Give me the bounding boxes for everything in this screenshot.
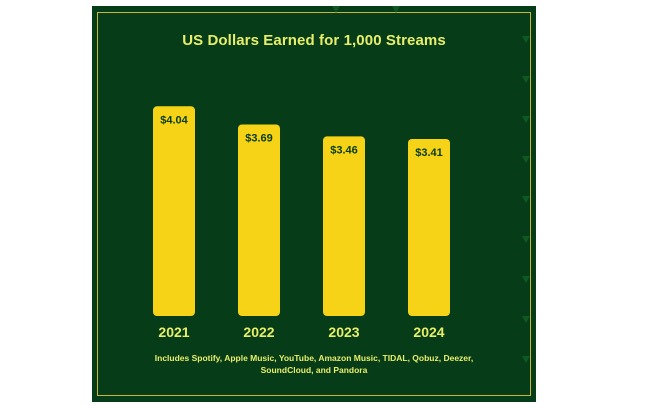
- decorative-triangle: [522, 116, 530, 123]
- decorative-triangle: [522, 356, 530, 363]
- decorative-triangle: [522, 316, 530, 323]
- x-tick-label-2022: 2022: [243, 324, 274, 340]
- bar-2021: [153, 106, 195, 316]
- value-label-2024: $3.41: [415, 147, 443, 159]
- decorative-triangle: [522, 156, 530, 163]
- bar-chart: $4.04 2021 $3.69 2022 $3.46 2023 $3.41 2024: [153, 106, 450, 340]
- value-label-2021: $4.04: [160, 114, 188, 126]
- x-tick-label-2023: 2023: [328, 324, 359, 340]
- decorative-triangle: [522, 196, 530, 203]
- decorative-triangle: [392, 6, 400, 13]
- chart-title: US Dollars Earned for 1,000 Streams: [182, 32, 446, 49]
- decorative-triangle: [522, 236, 530, 243]
- bar-2023: [323, 136, 365, 316]
- chart-footnote: Includes Spotify, Apple Music, YouTube, …: [154, 353, 474, 375]
- decorative-triangle: [332, 6, 340, 13]
- decorative-triangle: [522, 276, 530, 283]
- decorative-triangle: [522, 36, 530, 43]
- decorative-triangle: [522, 76, 530, 83]
- value-label-2022: $3.69: [245, 132, 273, 144]
- x-tick-label-2024: 2024: [413, 324, 444, 340]
- x-tick-label-2021: 2021: [158, 324, 189, 340]
- chart-card: US Dollars Earned for 1,000 Streams $4.0…: [92, 6, 536, 402]
- bar-2022: [238, 124, 280, 316]
- value-label-2023: $3.46: [330, 144, 358, 156]
- bar-2024: [408, 139, 450, 316]
